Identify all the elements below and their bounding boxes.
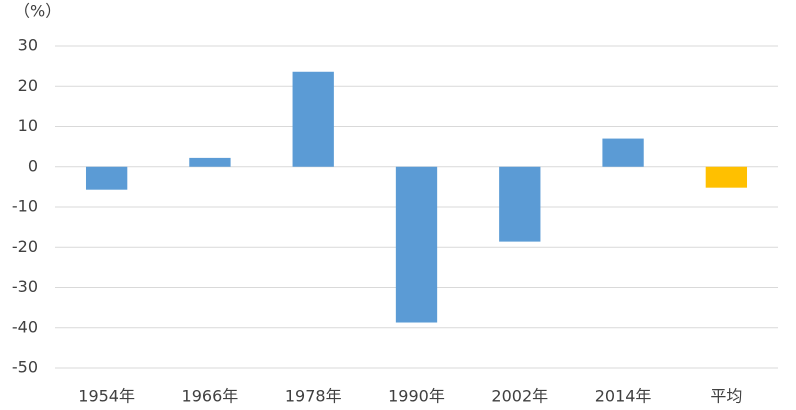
y-tick-label: 30: [18, 36, 38, 55]
y-tick-label: -40: [12, 317, 38, 336]
x-tick-label: 1990年: [388, 387, 445, 406]
bar: [602, 138, 644, 167]
bar: [292, 71, 334, 167]
y-tick-label: 0: [28, 156, 38, 175]
bar: [189, 157, 231, 167]
y-tick-label: -30: [12, 277, 38, 296]
bar: [85, 166, 128, 190]
x-tick-label: 2002年: [491, 387, 548, 406]
bar: [499, 166, 541, 242]
y-tick-label: 10: [18, 116, 38, 135]
y-tick-label: -20: [12, 237, 38, 256]
y-tick-label: -50: [12, 358, 38, 377]
x-tick-label: 1966年: [182, 387, 239, 406]
y-tick-label: 20: [18, 76, 38, 95]
x-tick-label: 平均: [710, 387, 742, 406]
bar: [395, 166, 438, 323]
x-tick-label: 1978年: [285, 387, 342, 406]
y-axis-unit: （%）: [14, 2, 61, 21]
x-tick-label: 2014年: [595, 387, 652, 406]
y-tick-label: -10: [12, 197, 38, 216]
x-tick-label: 1954年: [78, 387, 135, 406]
bar: [705, 166, 748, 188]
